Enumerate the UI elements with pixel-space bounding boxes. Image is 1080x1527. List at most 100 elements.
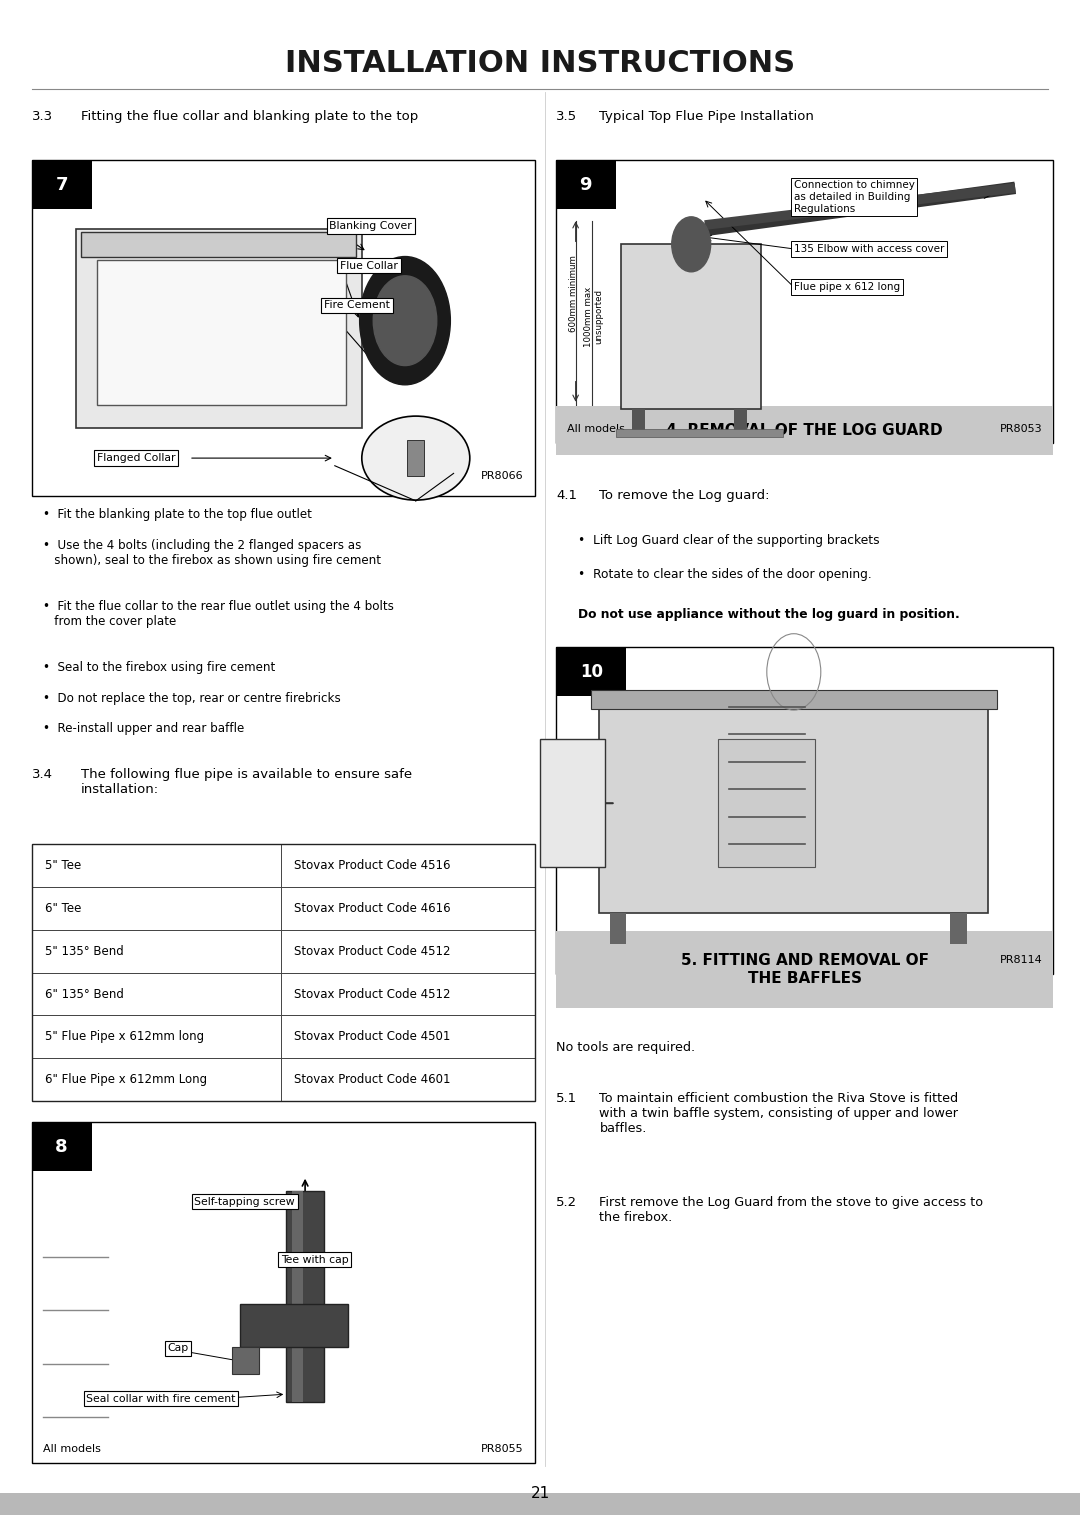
Text: INSTALLATION INSTRUCTIONS: INSTALLATION INSTRUCTIONS <box>285 49 795 78</box>
FancyBboxPatch shape <box>241 1304 348 1347</box>
Text: Stovax Product Code 4501: Stovax Product Code 4501 <box>294 1031 450 1043</box>
Text: The following flue pipe is available to ensure safe
installation:: The following flue pipe is available to … <box>81 768 413 796</box>
Text: First remove the Log Guard from the stove to give access to
the firebox.: First remove the Log Guard from the stov… <box>599 1196 984 1223</box>
FancyBboxPatch shape <box>32 160 535 496</box>
Text: 3.4: 3.4 <box>32 768 53 782</box>
Text: Connection to chimney
as detailed in Building
Regulations: Connection to chimney as detailed in Bui… <box>794 180 915 214</box>
Text: •  Lift Log Guard clear of the supporting brackets: • Lift Log Guard clear of the supporting… <box>578 534 879 548</box>
Text: 6" 135° Bend: 6" 135° Bend <box>45 988 124 1000</box>
Text: Flue Collar: Flue Collar <box>340 261 399 270</box>
Text: 3.3: 3.3 <box>32 110 54 124</box>
Text: Typical Top Flue Pipe Installation: Typical Top Flue Pipe Installation <box>599 110 814 124</box>
FancyBboxPatch shape <box>591 690 997 709</box>
Text: 6" Tee: 6" Tee <box>45 902 82 915</box>
Text: 5.2: 5.2 <box>556 1196 578 1209</box>
Text: Seal collar with fire cement: Seal collar with fire cement <box>86 1394 235 1403</box>
FancyBboxPatch shape <box>599 709 988 913</box>
FancyBboxPatch shape <box>556 160 616 209</box>
Text: 7: 7 <box>55 176 68 194</box>
FancyBboxPatch shape <box>407 440 424 476</box>
FancyBboxPatch shape <box>292 1191 303 1402</box>
Text: Cap: Cap <box>167 1344 189 1353</box>
FancyBboxPatch shape <box>556 160 1053 443</box>
FancyBboxPatch shape <box>556 647 626 696</box>
Ellipse shape <box>362 415 470 501</box>
FancyBboxPatch shape <box>32 1015 535 1058</box>
Text: 135 Elbow with access cover: 135 Elbow with access cover <box>794 244 944 253</box>
FancyBboxPatch shape <box>950 913 967 944</box>
FancyBboxPatch shape <box>32 1058 535 1101</box>
Text: 5" Tee: 5" Tee <box>45 860 82 872</box>
Text: 5. FITTING AND REMOVAL OF
THE BAFFLES: 5. FITTING AND REMOVAL OF THE BAFFLES <box>680 953 929 986</box>
Text: Stovax Product Code 4512: Stovax Product Code 4512 <box>294 945 450 957</box>
FancyBboxPatch shape <box>718 739 815 867</box>
Circle shape <box>374 276 436 365</box>
FancyBboxPatch shape <box>97 260 346 405</box>
Text: 4. REMOVAL OF THE LOG GUARD: 4. REMOVAL OF THE LOG GUARD <box>666 423 943 438</box>
Circle shape <box>360 257 450 385</box>
Text: •  Fit the blanking plate to the top flue outlet: • Fit the blanking plate to the top flue… <box>43 508 312 522</box>
FancyBboxPatch shape <box>0 1493 1080 1515</box>
FancyBboxPatch shape <box>76 229 362 428</box>
Text: Blanking Cover: Blanking Cover <box>329 221 413 231</box>
Text: Stovax Product Code 4512: Stovax Product Code 4512 <box>294 988 450 1000</box>
FancyBboxPatch shape <box>32 1122 535 1463</box>
FancyBboxPatch shape <box>32 1122 92 1171</box>
Text: 1000mm max
unsupported: 1000mm max unsupported <box>584 287 604 347</box>
Text: Do not use appliance without the log guard in position.: Do not use appliance without the log gua… <box>578 608 959 621</box>
FancyBboxPatch shape <box>32 160 92 209</box>
Text: •  Fit the flue collar to the rear flue outlet using the 4 bolts
   from the cov: • Fit the flue collar to the rear flue o… <box>43 600 394 628</box>
FancyBboxPatch shape <box>734 409 747 432</box>
FancyBboxPatch shape <box>540 739 605 867</box>
Text: Flue pipe x 612 long: Flue pipe x 612 long <box>794 282 900 292</box>
FancyBboxPatch shape <box>232 1347 259 1374</box>
Text: To remove the Log guard:: To remove the Log guard: <box>599 489 770 502</box>
Text: Tee with cap: Tee with cap <box>281 1255 349 1264</box>
FancyBboxPatch shape <box>556 647 1053 974</box>
Text: Fitting the flue collar and blanking plate to the top: Fitting the flue collar and blanking pla… <box>81 110 418 124</box>
Text: 5" Flue Pipe x 612mm long: 5" Flue Pipe x 612mm long <box>45 1031 204 1043</box>
Text: Stovax Product Code 4616: Stovax Product Code 4616 <box>294 902 450 915</box>
Text: Stovax Product Code 4516: Stovax Product Code 4516 <box>294 860 450 872</box>
FancyBboxPatch shape <box>610 913 626 944</box>
Text: 8: 8 <box>55 1138 68 1156</box>
FancyBboxPatch shape <box>32 887 535 930</box>
Text: 5.1: 5.1 <box>556 1092 578 1106</box>
Text: All models: All models <box>567 423 625 434</box>
Text: •  Rotate to clear the sides of the door opening.: • Rotate to clear the sides of the door … <box>578 568 872 582</box>
Text: Flanged Collar: Flanged Collar <box>97 454 176 463</box>
Text: •  Use the 4 bolts (including the 2 flanged spacers as
   shown), seal to the fi: • Use the 4 bolts (including the 2 flang… <box>43 539 381 567</box>
Text: 600mm minimum: 600mm minimum <box>569 255 578 333</box>
Text: Fire Cement: Fire Cement <box>324 301 390 310</box>
FancyBboxPatch shape <box>81 232 356 257</box>
FancyBboxPatch shape <box>632 409 645 432</box>
FancyBboxPatch shape <box>616 429 783 437</box>
FancyBboxPatch shape <box>32 930 535 973</box>
Text: PR8066: PR8066 <box>482 470 524 481</box>
FancyBboxPatch shape <box>32 844 535 887</box>
Circle shape <box>672 217 711 272</box>
Text: Stovax Product Code 4601: Stovax Product Code 4601 <box>294 1073 450 1086</box>
FancyBboxPatch shape <box>556 406 1053 455</box>
Text: 4.1: 4.1 <box>556 489 577 502</box>
Text: To maintain efficient combustion the Riva Stove is fitted
with a twin baffle sys: To maintain efficient combustion the Riv… <box>599 1092 959 1135</box>
Text: 9: 9 <box>579 176 592 194</box>
Text: All models: All models <box>43 1443 102 1454</box>
Text: 21: 21 <box>530 1486 550 1501</box>
Text: •  Re-install upper and rear baffle: • Re-install upper and rear baffle <box>43 722 244 736</box>
Text: 10: 10 <box>580 663 604 681</box>
Text: No tools are required.: No tools are required. <box>556 1041 696 1055</box>
Text: •  Seal to the firebox using fire cement: • Seal to the firebox using fire cement <box>43 661 275 675</box>
FancyBboxPatch shape <box>621 244 761 409</box>
Text: •  Do not replace the top, rear or centre firebricks: • Do not replace the top, rear or centre… <box>43 692 341 705</box>
Text: PR8055: PR8055 <box>482 1443 524 1454</box>
FancyBboxPatch shape <box>32 973 535 1015</box>
FancyBboxPatch shape <box>556 931 1053 1008</box>
Text: 5" 135° Bend: 5" 135° Bend <box>45 945 124 957</box>
Text: Self-tapping screw: Self-tapping screw <box>194 1197 295 1206</box>
Text: PR8114: PR8114 <box>999 954 1042 965</box>
Text: 6" Flue Pipe x 612mm Long: 6" Flue Pipe x 612mm Long <box>45 1073 207 1086</box>
Text: PR8053: PR8053 <box>1000 423 1042 434</box>
Text: 3.5: 3.5 <box>556 110 578 124</box>
FancyBboxPatch shape <box>286 1191 324 1402</box>
